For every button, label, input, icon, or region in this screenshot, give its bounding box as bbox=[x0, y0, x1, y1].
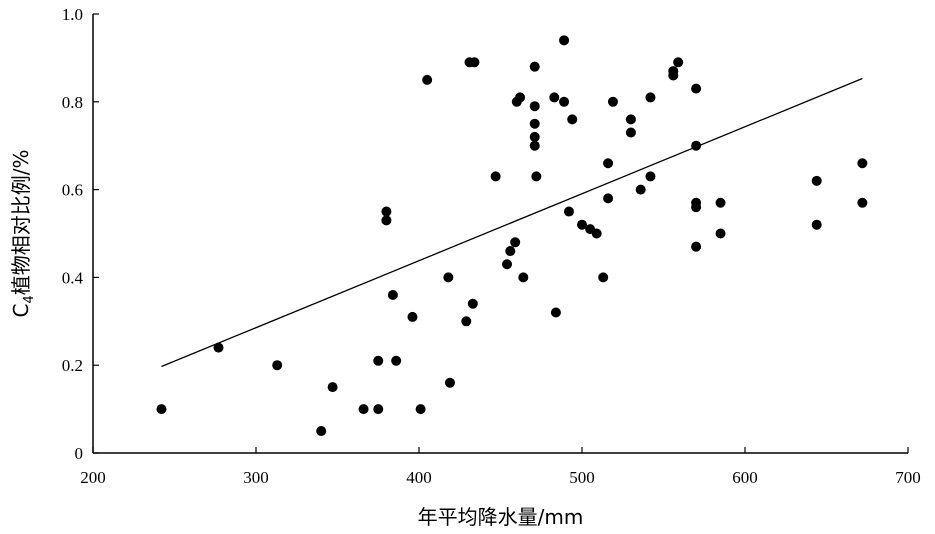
data-point bbox=[316, 426, 327, 437]
y-tick-label: 0.6 bbox=[62, 181, 83, 200]
data-point bbox=[443, 272, 454, 283]
data-point bbox=[635, 184, 646, 195]
y-tick-label: 1.0 bbox=[62, 5, 83, 24]
data-point bbox=[559, 35, 570, 46]
data-point bbox=[625, 114, 636, 125]
data-point bbox=[563, 206, 574, 217]
y-ticks: 0 0.2 0.4 0.6 0.8 1.0 bbox=[62, 5, 99, 463]
data-point bbox=[645, 171, 656, 182]
data-point bbox=[387, 289, 398, 300]
x-tick-label: 400 bbox=[406, 468, 432, 487]
x-tick-label: 600 bbox=[732, 468, 758, 487]
data-point bbox=[607, 96, 618, 107]
data-point bbox=[510, 237, 521, 248]
data-point bbox=[577, 219, 587, 230]
data-point bbox=[691, 202, 702, 213]
data-point bbox=[381, 215, 392, 226]
data-point bbox=[531, 171, 542, 182]
x-tick-label: 300 bbox=[243, 468, 269, 487]
data-point bbox=[469, 57, 480, 68]
data-point bbox=[529, 61, 540, 72]
data-point bbox=[625, 127, 636, 138]
x-axis-label: 年平均降水量/mm bbox=[418, 505, 584, 529]
data-point bbox=[515, 92, 526, 103]
trend-line bbox=[161, 77, 863, 368]
data-point bbox=[529, 140, 540, 151]
data-point bbox=[444, 377, 455, 388]
data-point bbox=[373, 404, 384, 415]
data-point bbox=[518, 272, 529, 283]
data-point bbox=[529, 101, 540, 112]
x-tick-label: 500 bbox=[569, 468, 595, 487]
data-point bbox=[373, 355, 384, 366]
data-point bbox=[715, 228, 726, 239]
data-point bbox=[502, 259, 513, 270]
data-points bbox=[156, 35, 868, 437]
y-tick-label: 0.4 bbox=[62, 268, 84, 287]
x-ticks: 200 300 400 500 600 700 bbox=[80, 447, 921, 487]
data-point bbox=[691, 241, 702, 252]
y-tick-label: 0.8 bbox=[62, 93, 83, 112]
y-axis-label: C4植物相对比例/% bbox=[9, 150, 37, 318]
data-point bbox=[668, 66, 679, 77]
data-point bbox=[603, 193, 614, 204]
data-point bbox=[591, 228, 602, 239]
data-point bbox=[461, 316, 472, 327]
data-point bbox=[811, 219, 822, 230]
data-point bbox=[598, 272, 609, 283]
data-point bbox=[857, 197, 868, 208]
data-point bbox=[549, 92, 560, 103]
data-point bbox=[645, 92, 656, 103]
data-point bbox=[490, 171, 501, 182]
data-point bbox=[327, 382, 338, 393]
data-point bbox=[467, 298, 478, 309]
data-point bbox=[381, 206, 392, 217]
data-point bbox=[407, 311, 418, 322]
data-point bbox=[811, 175, 822, 186]
data-point bbox=[415, 404, 426, 415]
data-point bbox=[156, 404, 167, 415]
data-point bbox=[567, 114, 578, 125]
data-point bbox=[505, 246, 516, 257]
data-point bbox=[422, 74, 433, 85]
data-point bbox=[691, 140, 702, 151]
data-point bbox=[691, 83, 702, 94]
data-point bbox=[550, 307, 561, 318]
data-point bbox=[391, 355, 402, 366]
data-point bbox=[358, 404, 369, 415]
data-point bbox=[529, 118, 540, 129]
data-point bbox=[673, 57, 684, 68]
axes bbox=[92, 14, 908, 454]
y-tick-label: 0.2 bbox=[62, 356, 83, 375]
data-point bbox=[272, 360, 283, 371]
x-tick-label: 200 bbox=[80, 468, 106, 487]
data-point bbox=[857, 158, 868, 169]
y-axis-label-main: C bbox=[9, 304, 33, 318]
y-tick-label: 0 bbox=[75, 444, 84, 463]
y-axis-label-rest: 植物相对比例/% bbox=[9, 150, 33, 296]
y-axis-label-subscript: 4 bbox=[22, 295, 37, 303]
data-point bbox=[559, 96, 570, 107]
data-point bbox=[603, 158, 614, 169]
data-point bbox=[213, 342, 224, 353]
data-point bbox=[715, 197, 726, 208]
x-tick-label: 700 bbox=[895, 468, 921, 487]
data-point bbox=[529, 131, 540, 142]
